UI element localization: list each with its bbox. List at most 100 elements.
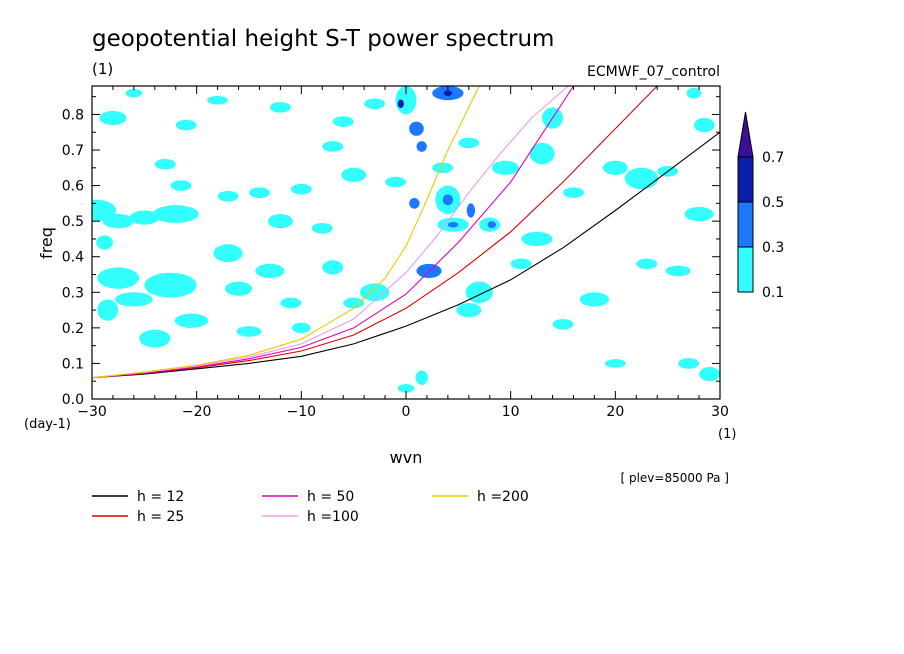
contour-blob-2 [129, 210, 159, 225]
contour-blob-54 [510, 258, 532, 270]
contour-blob-71 [604, 359, 626, 368]
contour-blob-43 [447, 221, 459, 228]
contour-blob-68 [686, 87, 702, 99]
contour-blob-49 [491, 160, 520, 175]
contour-blob-44 [409, 198, 420, 209]
colorbar-segment-1 [737, 201, 754, 248]
contour-blob-63 [665, 265, 691, 277]
x-unit-label: (1) [718, 427, 736, 442]
contour-blob-4 [97, 267, 140, 289]
series-line-0 [91, 131, 721, 379]
x-tick-label: 20 [606, 404, 624, 420]
contour-blob-31 [291, 322, 311, 334]
legend-label-2: h = 50 [307, 489, 354, 505]
plev-footnote: [ plev=85000 Pa ] [620, 471, 729, 485]
plot-area: −30 −20 −10 0 10 20 30 0.0 0.1 0.2 0.3 0.4 0.5 0.6 0.7… [62, 85, 729, 420]
contour-blob-26 [322, 260, 344, 275]
contour-blob-16 [170, 180, 192, 191]
contour-blob-64 [636, 258, 658, 270]
contour-blob-6 [115, 292, 153, 307]
contour-blob-23 [341, 167, 367, 183]
contour-blob-58 [397, 384, 415, 393]
x-tick-label: −30 [77, 404, 107, 420]
contour-blob-15 [154, 158, 176, 170]
contour-blob-25 [364, 98, 386, 110]
contour-blob-69 [699, 366, 720, 382]
series-line-4 [91, 85, 480, 379]
contour-blob-74 [269, 102, 291, 113]
contour-blob-17 [99, 110, 127, 126]
y-tick-label: 0.8 [62, 107, 84, 123]
contour-blob-46 [466, 203, 476, 218]
x-tick-label: −20 [182, 404, 212, 420]
contour-blob-65 [579, 292, 610, 307]
colorbar-segment-0 [737, 246, 754, 293]
contour-blob-38 [458, 137, 480, 149]
contour-blob-3 [152, 205, 199, 223]
contour-blob-14 [217, 190, 239, 202]
y-tick-label: 0.2 [62, 321, 84, 337]
contour-blob-67 [693, 118, 715, 133]
colorbar: 0.1 0.3 0.5 0.7 [737, 111, 784, 301]
y-tick-label: 0.5 [62, 214, 84, 230]
contour-blob-29 [359, 283, 390, 302]
y-tick-label: 0.6 [62, 179, 84, 195]
contour-blob-21 [267, 214, 293, 229]
chart-title: geopotential height S-T power spectrum [92, 26, 554, 52]
plot-background [92, 86, 720, 399]
chart-subtitle: (1) [92, 60, 113, 78]
contour-blob-48 [487, 221, 497, 229]
contour-blob-13 [255, 263, 285, 279]
contour-blob-52 [563, 187, 584, 199]
y-tick-label: 0.1 [62, 356, 84, 372]
x-tick-label: −10 [287, 404, 317, 420]
legend-label-0: h = 12 [137, 489, 184, 505]
contour-blob-24 [332, 116, 354, 127]
x-tick-label: 0 [402, 404, 411, 420]
contour-blob-27 [280, 297, 302, 309]
contour-blob-60 [624, 167, 659, 190]
contour-blob-30 [236, 326, 262, 337]
run-label: ECMWF_07_control [587, 64, 720, 80]
y-tick-label: 0.3 [62, 285, 84, 301]
contour-blob-62 [684, 206, 714, 222]
axis-ticks: −30 −20 −10 0 10 20 30 0.0 0.1 0.2 0.3 0.4 0.5 0.6 0.7… [62, 86, 729, 420]
contour-blob-72 [385, 176, 406, 188]
contour-blob-11 [213, 244, 243, 263]
contour-blob-56 [456, 302, 482, 318]
contour-blob-10 [96, 235, 113, 250]
colorbar-extension [737, 111, 754, 158]
series-line-1 [91, 85, 658, 379]
contour-blob-5 [144, 272, 197, 298]
series-line-3 [91, 85, 569, 379]
x-tick-label: 10 [502, 404, 520, 420]
contour-blob-19 [249, 187, 270, 199]
contour-blob-8 [174, 313, 209, 328]
contour-blob-20 [290, 183, 312, 195]
contour-blob-76 [125, 88, 143, 98]
contour-blob-22 [311, 222, 333, 234]
contour-blob-12 [224, 281, 253, 296]
colorbar-label: 0.7 [762, 150, 784, 166]
x-axis-label: wvn [390, 448, 423, 467]
contour-blob-57 [415, 370, 428, 385]
contour-blob-39 [432, 162, 454, 174]
y-tick-label: 0.4 [62, 250, 84, 266]
contour-blob-36 [409, 121, 424, 136]
legend-label-3: h =100 [307, 509, 359, 525]
dispersion-curves [91, 85, 721, 379]
contour-blob-73 [322, 141, 344, 152]
legend-label-4: h =200 [477, 489, 529, 505]
contour-blob-59 [602, 160, 628, 175]
contour-blob-37 [416, 141, 427, 152]
contour-blob-28 [343, 297, 365, 309]
y-tick-label: 0.7 [62, 143, 84, 159]
contour-blob-9 [97, 299, 119, 321]
colorbar-segment-2 [737, 156, 754, 203]
contour-blob-51 [529, 142, 555, 165]
contour-blob-75 [207, 95, 229, 105]
contour-blob-7 [139, 329, 171, 348]
colorbar-label: 0.1 [762, 285, 784, 301]
y-axis-label: freq [37, 227, 56, 259]
